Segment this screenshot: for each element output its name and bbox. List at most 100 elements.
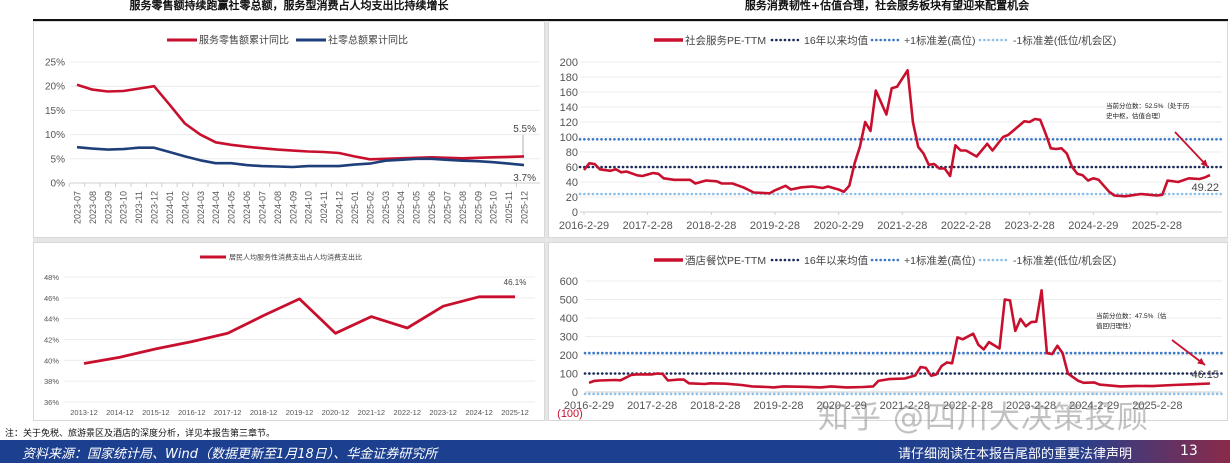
- y-tick-label: 5%: [51, 154, 66, 165]
- y-tick-label: 0%: [51, 179, 66, 190]
- legal-notice: 请仔细阅读在本报告尾部的重要法律声明: [898, 447, 1133, 462]
- data-label-last: 46.1%: [504, 278, 527, 287]
- x-tick-label: 2023-07: [73, 191, 83, 224]
- x-tick-label: 2023-12: [150, 191, 160, 224]
- y-tick-label: 40: [566, 177, 578, 189]
- x-tick-label: 2021-12: [358, 408, 386, 417]
- x-tick-label: 2024-12: [465, 408, 493, 417]
- x-tick-label: 2023-2-28: [1005, 220, 1055, 232]
- x-tick-label: 2025-06: [427, 191, 437, 224]
- annotation-text: 史中枢，估值合理）: [1106, 111, 1165, 120]
- panel-hotel-dining-pe: [548, 242, 1228, 421]
- x-tick-label: 2025-04: [396, 191, 406, 224]
- panel-gap: [33, 238, 1228, 242]
- x-tick-label: 2025-05: [412, 191, 422, 224]
- y-tick-label: 200: [560, 57, 578, 69]
- x-tick-label: 2024-2-29: [1069, 400, 1119, 412]
- x-tick-label: 2023-08: [88, 191, 98, 224]
- y-tick-label: 180: [560, 72, 578, 84]
- panel-retail-growth: [33, 21, 545, 238]
- y-tick-label: 0: [572, 387, 578, 399]
- x-tick-label: 2025-2-28: [1132, 220, 1182, 232]
- y-tick-label: 0: [572, 207, 578, 219]
- y-tick-label: 44%: [44, 315, 59, 324]
- legend-label: 社会服务PE-TTM: [685, 34, 766, 47]
- y-tick-label: 200: [560, 350, 578, 362]
- x-tick-label: 2024-07: [257, 191, 267, 224]
- x-tick-label: 2014-12: [106, 408, 134, 417]
- x-tick-label: 2016-2-29: [559, 220, 609, 232]
- x-tick-label: 2016-12: [178, 408, 206, 417]
- x-tick-label: 2023-12: [429, 408, 457, 417]
- x-tick-label: 2024-04: [211, 191, 221, 224]
- x-tick-label: 2020-12: [322, 408, 350, 417]
- x-tick-label: 2025-2-28: [1132, 400, 1182, 412]
- y-tick-label: 500: [560, 295, 578, 307]
- source-text: 资料来源：国家统计局、Wind（数据更新至1月18日）、华金证券研究所: [22, 447, 438, 462]
- x-tick-label: 2025-12: [501, 408, 529, 417]
- series-line-retail-total: [76, 145, 525, 169]
- x-tick-label: 2018-2-28: [690, 400, 740, 412]
- x-tick-label: 2025-07: [442, 191, 452, 224]
- x-tick-label: 2017-2-28: [623, 220, 673, 232]
- x-tick-label: 2022-12: [393, 408, 421, 417]
- x-tick-label: 2024-05: [227, 191, 237, 224]
- data-label-retail-total: 3.7%: [513, 173, 536, 184]
- x-tick-label: 2017-12: [214, 408, 242, 417]
- x-tick-label: 2023-10: [119, 191, 129, 224]
- y-tick-label: 140: [560, 102, 578, 114]
- x-tick-label: 2019-12: [286, 408, 314, 417]
- x-tick-label: 2013-12: [70, 408, 98, 417]
- x-tick-label: 2024-02: [180, 191, 190, 224]
- annotation-text: 当前分位数：47.5%（估: [1096, 311, 1167, 320]
- y-tick-label: 300: [560, 332, 578, 344]
- x-tick-label: 2018-12: [250, 408, 278, 417]
- y-tick-label-negative: (100): [557, 408, 583, 420]
- y-tick-label: 100: [560, 132, 578, 144]
- x-tick-label: 2024-2-29: [1068, 220, 1118, 232]
- data-label-service-retail: 5.5%: [513, 124, 536, 135]
- watermark: 知乎 @四川大决策投顾: [818, 400, 1149, 436]
- y-tick-label: 48%: [44, 273, 59, 282]
- x-tick-label: 2025-12: [520, 191, 530, 224]
- legend-label: 16年以来均值: [804, 34, 869, 47]
- legend-label: -1标准差(低位/机会区): [1013, 34, 1116, 47]
- panel-gap-vertical: [545, 21, 548, 421]
- x-tick-label: 2025-10: [489, 191, 499, 224]
- y-tick-label: 15%: [45, 106, 65, 117]
- y-tick-label: 400: [560, 313, 578, 325]
- legend-label: 16年以来均值: [804, 254, 869, 267]
- annotation-text: 当前分位数：52.5%（处于历: [1106, 101, 1190, 110]
- x-tick-label: 2019-2-28: [753, 400, 803, 412]
- y-tick-label: 60: [566, 162, 578, 174]
- x-tick-label: 2024-03: [196, 191, 206, 224]
- footer-bar: 资料来源：国家统计局、Wind（数据更新至1月18日）、华金证券研究所 请仔细阅…: [0, 440, 1230, 463]
- annotation-text: 值回归理性）: [1096, 321, 1135, 330]
- x-tick-label: 2024-01: [165, 191, 175, 224]
- x-tick-label: 2024-09: [288, 191, 298, 224]
- x-tick-label: 2023-09: [103, 191, 113, 224]
- annotation-arrow: [1174, 131, 1209, 168]
- legend-label: 酒店餐饮PE-TTM: [685, 254, 766, 267]
- y-tick-label: 80: [566, 147, 578, 159]
- x-tick-label: 2025-08: [458, 191, 468, 224]
- x-tick-label: 2024-10: [304, 191, 314, 224]
- y-tick-label: 120: [560, 117, 578, 129]
- arrow-head-icon: [1197, 357, 1205, 365]
- y-tick-label: 10%: [45, 130, 65, 141]
- x-tick-label: 2024-08: [273, 191, 283, 224]
- x-tick-label: 2025-11: [504, 191, 514, 223]
- x-tick-label: 2023-11: [134, 191, 144, 223]
- series-line-pe-ttm: [588, 288, 1211, 389]
- x-tick-label: 2018-2-28: [686, 220, 736, 232]
- panel-social-service-pe: [548, 21, 1228, 238]
- y-tick-label: 38%: [44, 377, 59, 386]
- x-tick-label: 2020-2-29: [814, 220, 864, 232]
- legend-label: +1标准差(高位): [904, 34, 975, 47]
- series-line-service-share: [83, 295, 515, 365]
- y-tick-label: 25%: [45, 58, 65, 69]
- x-tick-label: 2025-09: [473, 191, 483, 224]
- data-label-last: 49.22: [1191, 182, 1219, 194]
- series-line-service-retail: [76, 83, 525, 161]
- x-tick-label: 2023-2-28: [1006, 400, 1056, 412]
